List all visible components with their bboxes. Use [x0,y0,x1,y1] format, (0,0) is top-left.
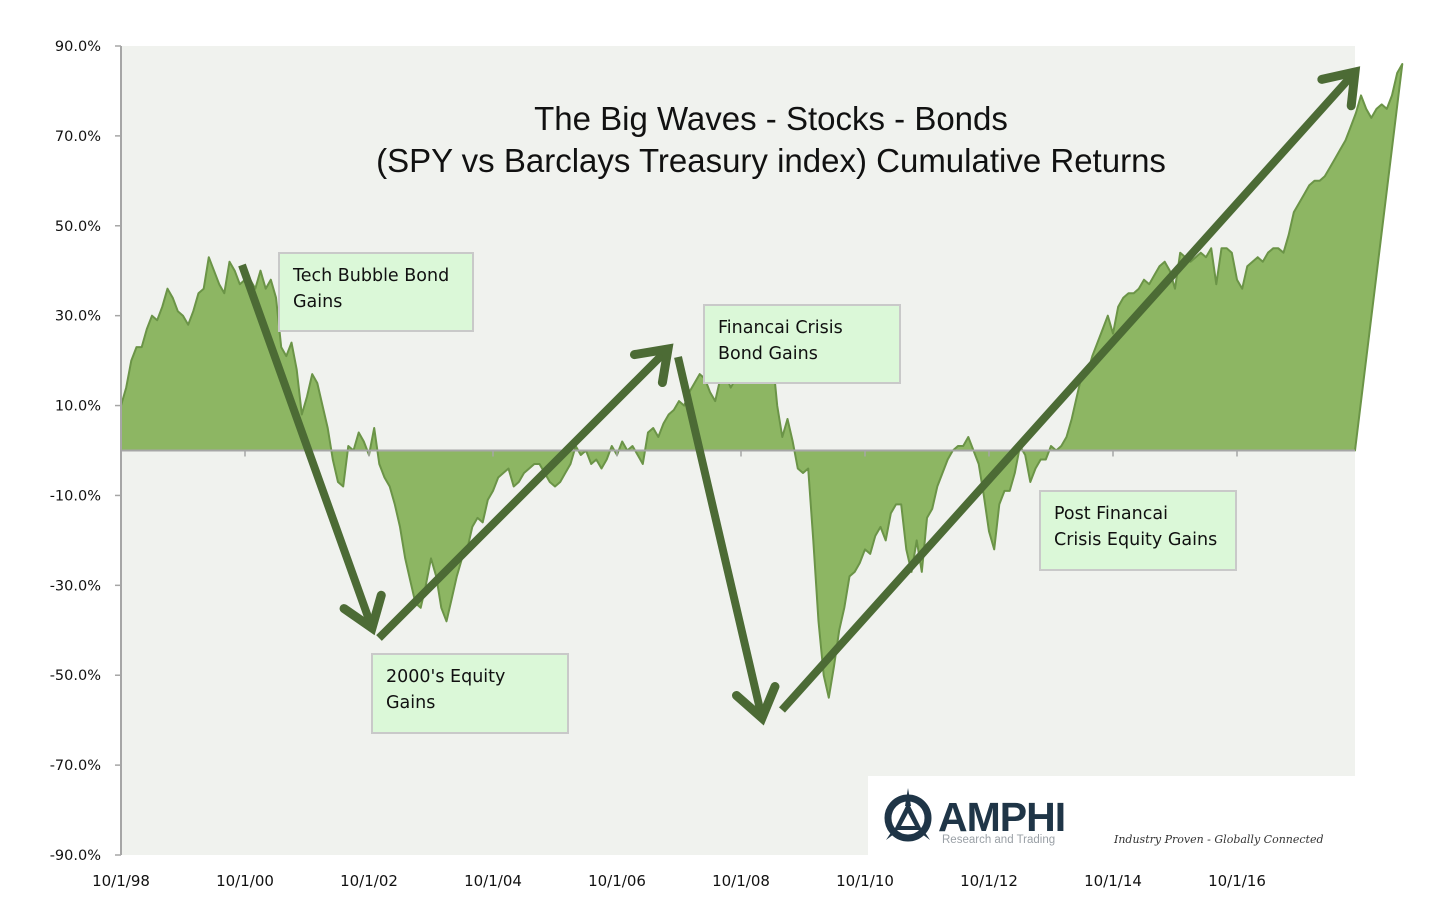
trend-arrows [238,66,1361,726]
annotation-line: Post Financai [1054,504,1168,524]
y-tick-label: 30.0% [55,309,101,325]
y-tick-label: -90.0% [50,848,101,864]
trend-arrow [779,66,1361,713]
y-tick-label: 50.0% [55,219,101,235]
arrowhead-icon [731,682,780,726]
annotation-line: Tech Bubble Bond [293,266,450,286]
arrowhead-icon [629,343,674,388]
logo-name: AMPHI [938,794,1066,840]
x-tick-label: 10/1/06 [588,872,646,890]
y-axis-ticks: 90.0% 70.0% 50.0% 30.0% 10.0% -10.0% -30.0% -50… [50,39,121,864]
annotation-line: Gains [386,693,436,713]
y-tick-label: -70.0% [50,758,101,774]
chart-title-line2: (SPY vs Barclays Treasury index) Cumulat… [376,142,1166,179]
logo-subtitle: Research and Trading [942,834,1056,846]
y-tick-label: 90.0% [55,39,101,55]
annotation-post-crisis-equity-gains: Post Financai Crisis Equity Gains [1039,490,1237,571]
trend-arrow [674,356,780,726]
chart-title-line1: The Big Waves - Stocks - Bonds [534,100,1008,137]
annotation-2000s-equity-gains: 2000's Equity Gains [371,653,569,734]
y-tick-label: -30.0% [50,578,101,594]
annotation-line: Crisis Equity Gains [1054,530,1218,550]
amphi-logo: AMPHI Research and Trading Industry Prov… [868,776,1356,856]
y-tick-label: -10.0% [50,488,101,504]
annotation-financial-crisis-bond-gains: Financai Crisis Bond Gains [703,304,901,384]
y-tick-label: -50.0% [50,668,101,684]
x-axis-ticks: 10/1/98 10/1/00 10/1/02 10/1/04 10/1/06 10/1/… [92,450,1266,890]
x-tick-label: 10/1/04 [464,872,522,890]
x-tick-label: 10/1/08 [712,872,770,890]
x-tick-label: 10/1/16 [1208,872,1266,890]
y-tick-label: 70.0% [55,129,101,145]
x-tick-label: 10/1/98 [92,872,150,890]
x-tick-label: 10/1/10 [836,872,894,890]
logo-tagline: Industry Proven - Globally Connected [1114,833,1324,846]
y-tick-label: 10.0% [55,399,101,415]
trend-arrow [376,343,674,641]
annotation-line: 2000's Equity [386,667,506,687]
x-tick-label: 10/1/02 [340,872,398,890]
annotation-line: Gains [293,292,343,312]
annotation-tech-bubble-bond-gains: Tech Bubble Bond Gains [278,252,474,332]
trend-arrow [238,263,386,636]
annotation-line: Bond Gains [718,344,818,364]
arrowhead-icon [1317,66,1361,111]
x-tick-label: 10/1/12 [960,872,1018,890]
x-tick-label: 10/1/14 [1084,872,1142,890]
arrowhead-icon [339,590,386,636]
x-tick-label: 10/1/00 [216,872,274,890]
amphi-logo-mark-icon [884,788,932,842]
annotation-line: Financai Crisis [718,318,843,338]
